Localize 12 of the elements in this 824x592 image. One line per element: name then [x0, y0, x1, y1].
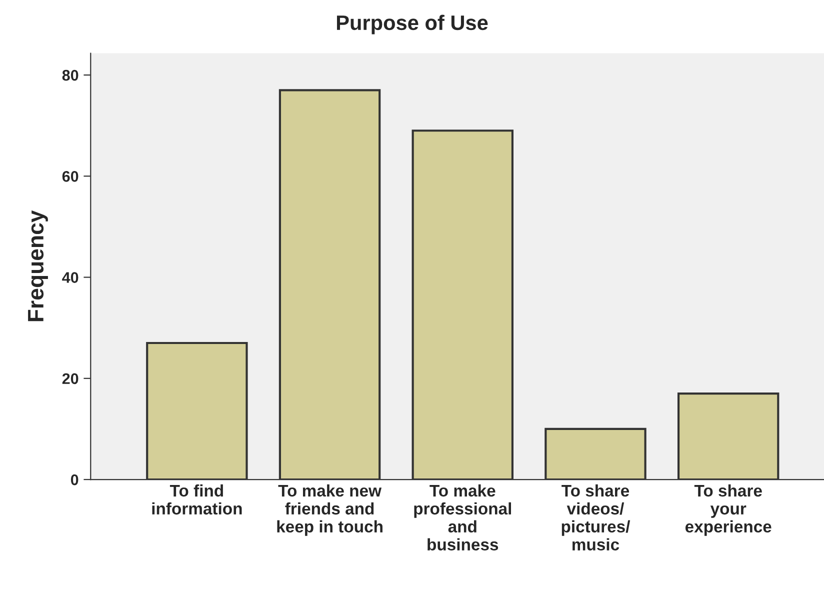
x-tick-label: To find information — [152, 484, 242, 515]
y-tick-label: 60 — [62, 171, 78, 182]
chart-title: Purpose of Use — [336, 14, 488, 34]
y-axis-title: Frequency — [28, 210, 48, 322]
y-tick-label: 20 — [62, 373, 78, 384]
x-tick-label: To make new friends and keep in touch — [277, 484, 382, 536]
x-tick-label: To make professional and business — [414, 484, 512, 550]
y-tick-label: 0 — [70, 474, 78, 486]
y-tick-label: 40 — [62, 272, 78, 283]
x-tick-label: To share your experience — [685, 484, 772, 536]
x-tick-label: To share videos/ pictures/ music — [562, 484, 630, 550]
y-tick-label: 80 — [62, 70, 78, 81]
